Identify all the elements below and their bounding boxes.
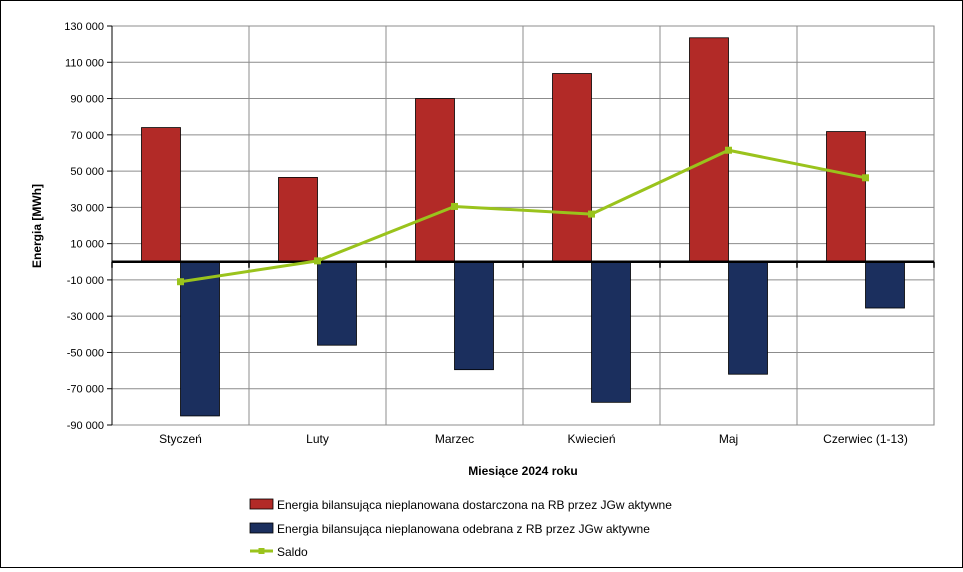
x-tick-label: Czerwiec (1-13) bbox=[823, 432, 908, 446]
bar-received bbox=[180, 261, 220, 417]
axes bbox=[107, 25, 935, 426]
x-tick-label: Styczeń bbox=[159, 432, 202, 446]
legend-swatch-received bbox=[249, 522, 274, 534]
y-axis-label: Energia [MWh] bbox=[30, 184, 44, 268]
bar-delivered bbox=[141, 127, 181, 263]
bar-received bbox=[591, 261, 631, 403]
legend-label-delivered: Energia bilansująca nieplanowana dostarc… bbox=[277, 498, 672, 512]
y-tick-label: 70 000 bbox=[70, 130, 104, 142]
bar-delivered bbox=[552, 73, 592, 263]
saldo-point bbox=[588, 210, 595, 218]
y-tick-label: 90 000 bbox=[70, 94, 104, 106]
saldo-line bbox=[180, 148, 866, 284]
bar-delivered bbox=[689, 37, 729, 263]
y-tick-label: -30 000 bbox=[67, 311, 104, 323]
legend-marker-saldo bbox=[258, 548, 265, 554]
saldo-point bbox=[862, 174, 869, 182]
y-tick-label: -90 000 bbox=[67, 420, 104, 432]
y-tick-label: 30 000 bbox=[70, 202, 104, 214]
saldo-line-group bbox=[177, 146, 869, 286]
y-tick-label: -50 000 bbox=[67, 347, 104, 359]
x-tick-label: Marzec bbox=[435, 432, 474, 446]
bar-received bbox=[728, 261, 768, 375]
legend-item-delivered: Energia bilansująca nieplanowana dostarc… bbox=[249, 498, 672, 512]
saldo-point bbox=[451, 202, 458, 210]
legend-label-saldo: Saldo bbox=[277, 545, 308, 559]
saldo-point bbox=[314, 257, 321, 265]
saldo-point bbox=[725, 146, 732, 154]
x-tick-label: Luty bbox=[306, 432, 329, 446]
y-tick-label: -10 000 bbox=[67, 275, 104, 287]
legend-item-received: Energia bilansująca nieplanowana odebran… bbox=[249, 522, 650, 536]
legend-item-saldo: Saldo bbox=[250, 545, 308, 559]
y-tick-label: 10 000 bbox=[70, 239, 104, 251]
x-axis-label: Miesiące 2024 roku bbox=[468, 464, 577, 478]
legend-label-received: Energia bilansująca nieplanowana odebran… bbox=[277, 522, 650, 536]
bar-delivered bbox=[278, 177, 318, 263]
bar-received bbox=[317, 261, 357, 346]
y-tick-label: 130 000 bbox=[64, 21, 104, 33]
grid bbox=[111, 25, 935, 426]
bar-delivered bbox=[415, 98, 455, 263]
y-tick-label: 50 000 bbox=[70, 166, 104, 178]
x-tick-label: Kwiecień bbox=[567, 432, 615, 446]
saldo-point bbox=[177, 278, 184, 286]
y-tick-label: 110 000 bbox=[65, 57, 104, 69]
bars bbox=[141, 37, 905, 417]
x-tick-label: Maj bbox=[719, 432, 738, 446]
legend: Energia bilansująca nieplanowana dostarc… bbox=[249, 498, 672, 559]
y-tick-label: -70 000 bbox=[67, 384, 104, 396]
tick-labels: 130 000 110 000 90 000 70 000 50 000 30 000 10… bbox=[64, 21, 908, 446]
bar-received bbox=[865, 261, 905, 309]
bar-delivered bbox=[826, 131, 866, 263]
bar-received bbox=[454, 261, 494, 371]
legend-swatch-delivered bbox=[249, 498, 274, 510]
